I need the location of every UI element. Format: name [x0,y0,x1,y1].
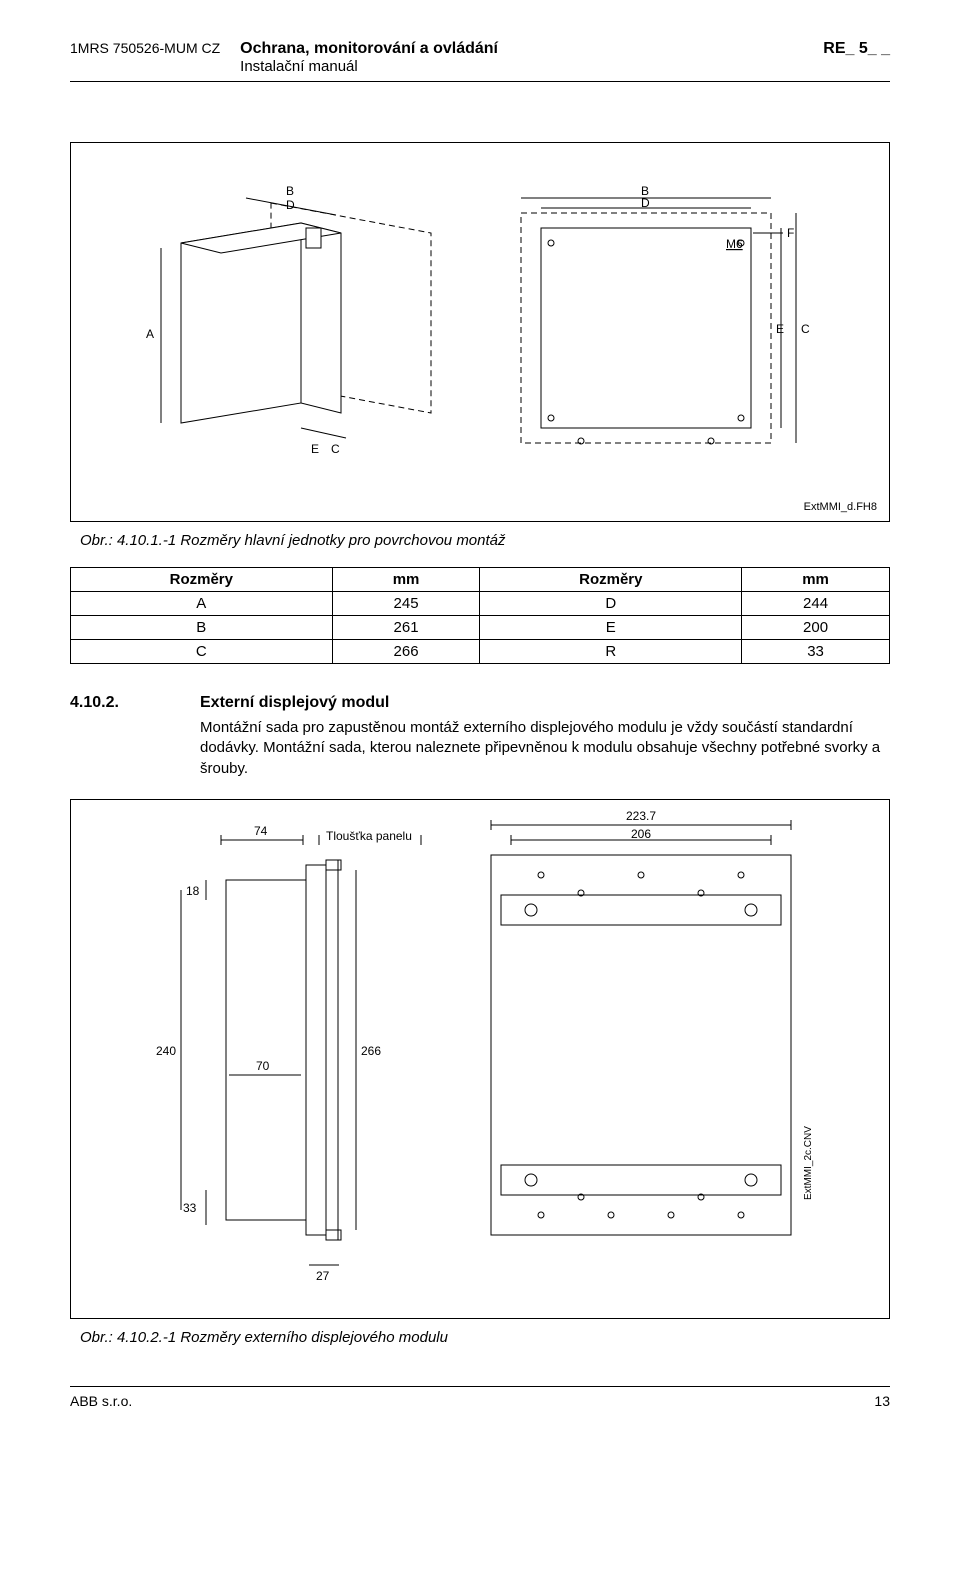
dim-18: 18 [186,884,200,898]
doc-id: 1MRS 750526-MUM CZ [70,40,220,56]
figure-2-box: 74 Tloušťka panelu 223.7 206 [70,799,890,1319]
product-code: RE_ 5_ _ [823,40,890,58]
figure-2-caption: Obr.: 4.10.2.-1 Rozměry externího disple… [80,1329,890,1346]
dim-74: 74 [254,824,268,838]
section-number: 4.10.2. [70,694,200,712]
dim-240: 240 [156,1044,176,1058]
header-center: Ochrana, monitorování a ovládání Instala… [240,40,823,75]
section-heading: 4.10.2. Externí displejový modul [70,694,890,712]
figure-2-ref: ExtMMI_2c.CNV [803,1126,814,1200]
dim-D-right: D [641,196,650,210]
th-2: Rozměry [480,568,742,592]
dim-E-left: E [311,442,319,456]
page: 1MRS 750526-MUM CZ Ochrana, monitorování… [0,0,960,1439]
dim-C-right: C [801,322,810,336]
dim-27: 27 [316,1269,330,1283]
figure-1-ref: ExtMMI_d.FH8 [804,501,877,513]
dim-M6: M6 [726,237,743,251]
dimensions-table: Rozměry mm Rozměry mm A 245 D 244 B 261 … [70,567,890,664]
figure-1-drawing: A B D E C [91,163,851,503]
table-row: B 261 E 200 [71,616,890,640]
dim-223: 223.7 [626,809,656,823]
dim-A: A [146,327,154,341]
figure-1-box: A B D E C [70,142,890,522]
th-1: mm [332,568,480,592]
dim-70: 70 [256,1059,270,1073]
figure-1-caption: Obr.: 4.10.1.-1 Rozměry hlavní jednotky … [80,532,890,549]
fig2-caption-text: Rozměry externího displejového modulu [180,1329,448,1346]
dim-266: 266 [361,1044,381,1058]
dim-thickness: Tloušťka panelu [326,829,412,843]
page-footer: ABB s.r.o. 13 [70,1386,890,1409]
dim-206: 206 [631,827,651,841]
footer-left: ABB s.r.o. [70,1393,132,1409]
fig1-caption-prefix: Obr.: 4.10.1.-1 [80,532,176,549]
dim-C-left: C [331,442,340,456]
figure-2-drawing: 74 Tloušťka panelu 223.7 206 [71,800,871,1310]
section-title: Externí displejový modul [200,694,389,712]
fig2-caption-prefix: Obr.: 4.10.2.-1 [80,1329,176,1346]
fig1-caption-text: Rozměry hlavní jednotky pro povrchovou m… [180,532,505,549]
page-header: 1MRS 750526-MUM CZ Ochrana, monitorování… [70,40,890,82]
footer-page-number: 13 [874,1393,890,1409]
dim-B-left: B [286,184,294,198]
doc-subtitle: Instalační manuál [240,58,823,75]
th-0: Rozměry [71,568,333,592]
table-row: A 245 D 244 [71,592,890,616]
table-row: C 266 R 33 [71,640,890,664]
dim-F: F [787,226,794,240]
doc-title: Ochrana, monitorování a ovládání [240,40,823,58]
section-body: Montážní sada pro zapustěnou montáž exte… [200,718,890,779]
dim-33: 33 [183,1201,197,1215]
dim-D-left: D [286,198,295,212]
dim-E-right: E [776,322,784,336]
th-3: mm [742,568,890,592]
